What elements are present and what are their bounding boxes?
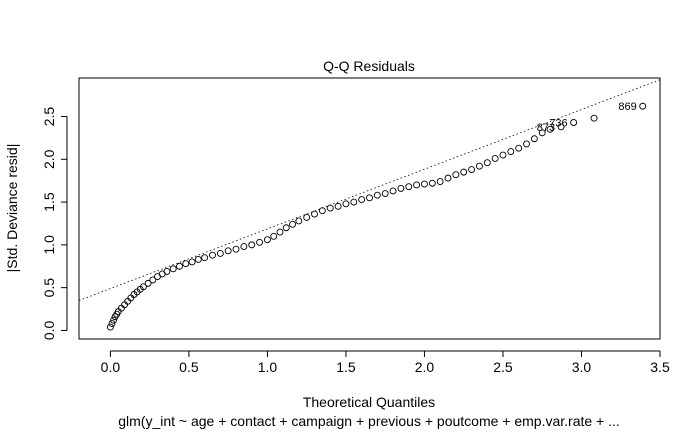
data-point [110,316,117,324]
data-point [149,276,157,284]
chart-title: Q-Q Residuals [323,58,415,74]
data-point [557,123,565,131]
data-point [389,187,397,195]
data-point [373,191,381,199]
data-point [270,232,278,240]
data-point [491,154,499,162]
data-point [201,254,209,262]
y-axis-label: |Std. Deviance resid| [4,144,20,273]
data-point [289,220,297,228]
data-point [366,194,373,202]
data-point [460,168,468,176]
data-point [139,283,147,291]
data-point [326,204,334,212]
data-point [303,214,311,221]
data-point [216,249,224,257]
data-point [436,178,444,185]
data-point [176,262,183,270]
x-tick-label: 3.0 [572,359,592,375]
data-point [530,135,538,143]
y-tick-label: 0.0 [41,321,57,341]
data-point [334,202,342,210]
data-point [295,217,303,225]
x-tick-label: 3.5 [650,359,670,375]
data-point [381,190,389,197]
data-point [282,224,290,232]
data-point [224,247,232,255]
x-tick-label: 0.5 [179,359,199,375]
y-axis: 0.0 0.5 1.0 1.5 2.0 2.5 [41,107,68,341]
point-label: 873 [537,122,555,134]
y-tick-label: 2.5 [41,107,57,127]
data-point [163,267,171,275]
data-point [318,207,326,215]
data-point [413,181,421,189]
points-layer [106,102,647,331]
data-point [421,180,428,188]
data-point [499,151,507,159]
data-point [276,228,284,236]
data-point [358,196,366,203]
point-label: 869 [618,101,636,113]
data-point [342,200,350,208]
data-point [483,159,491,167]
data-point [397,184,405,192]
data-point [232,245,240,253]
model-subtitle: glm(y_int ~ age + contact + campaign + p… [118,413,620,429]
data-point [108,320,116,328]
data-point [350,198,358,206]
data-point [546,125,554,133]
data-point [169,265,177,273]
x-tick-label: 0.0 [101,359,121,375]
data-point [452,171,460,179]
y-tick-label: 1.0 [41,235,57,255]
x-tick-label: 2.0 [415,359,435,375]
data-point [468,166,476,174]
y-tick-label: 0.5 [41,278,57,298]
data-point [106,323,114,331]
data-point [538,129,546,137]
point-label: 736 [549,117,567,129]
data-point [209,251,216,259]
data-point [248,241,256,249]
reference-line [78,79,661,301]
data-point [590,114,598,122]
data-point [515,144,523,152]
data-point [405,183,413,191]
x-axis: 0.0 0.5 1.0 1.5 2.0 2.5 3.0 3.5 [101,350,670,375]
x-axis-label: Theoretical Quantiles [303,394,435,410]
data-point [263,236,271,244]
y-tick-label: 2.0 [41,149,57,169]
data-point [188,258,196,266]
data-point [475,162,483,170]
plot-frame [78,77,661,340]
x-tick-label: 1.0 [258,359,278,375]
data-point [444,174,452,182]
data-point [182,260,190,268]
data-point [256,238,264,246]
data-point [570,119,578,126]
data-point [311,210,318,218]
y-tick-label: 1.5 [41,192,57,212]
data-point [523,140,530,148]
data-point [240,243,248,251]
data-point [428,179,436,187]
data-point [144,279,152,287]
data-point [639,102,647,110]
data-point [507,148,515,156]
data-point [194,255,202,263]
x-tick-label: 2.5 [493,359,513,375]
x-tick-label: 1.5 [336,359,356,375]
